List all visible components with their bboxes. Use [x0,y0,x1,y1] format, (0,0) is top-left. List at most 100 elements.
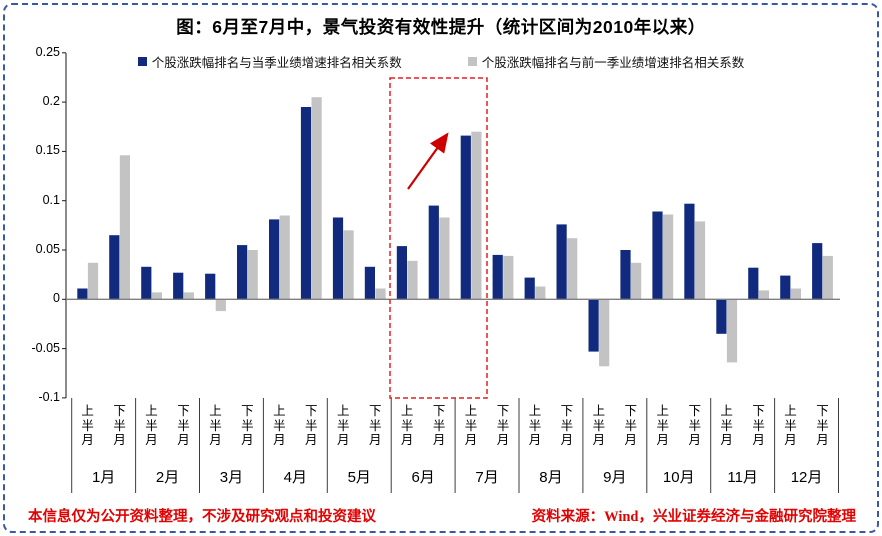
legend: 个股涨跌幅排名与当季业绩增速排名相关系数 个股涨跌幅排名与前一季业绩增速排名相关… [0,52,882,71]
bar [652,211,663,300]
bar [599,299,610,367]
bar [567,238,578,300]
bar [694,221,706,300]
half-month-label: 上半月 [273,404,286,448]
half-month-label: 上半月 [337,404,350,448]
disclaimer-text: 本信息仅为公开资料整理，不涉及研究观点和投资建议 [28,509,376,525]
bar [77,288,88,300]
half-month-label: 下半月 [816,404,829,448]
bar [780,275,791,300]
bar [311,97,322,300]
bar [343,230,354,300]
y-tick-label: 0.2 [42,94,60,109]
half-month-label: 上半月 [400,404,414,448]
month-label: 1月 [91,469,116,486]
bar [535,286,546,300]
bars-layer [77,97,833,367]
bar [471,131,482,300]
legend-label: 个股涨跌幅排名与前一季业绩增速排名相关系数 [481,56,745,70]
bar [790,288,801,300]
bar [151,292,162,300]
bar [503,255,514,300]
legend-item-current-quarter: 个股涨跌幅排名与当季业绩增速排名相关系数 [137,52,402,71]
month-label: 4月 [283,469,308,486]
bar [758,290,769,300]
axis-layer [62,52,840,493]
bar [439,217,450,300]
month-label: 7月 [475,469,499,486]
y-tick-label: 0.05 [35,242,60,256]
bar [87,262,99,300]
bar [119,155,130,300]
trend-arrow [407,132,449,190]
legend-item-previous-quarter: 个股涨跌幅排名与前一季业绩增速排名相关系数 [467,52,745,71]
y-tick-label: 0.25 [35,44,60,59]
bar [428,205,439,300]
footer: 本信息仅为公开资料整理，不涉及研究观点和投资建议 资料来源：Wind，兴业证券经… [0,505,882,526]
month-label: 6月 [411,469,435,486]
half-month-label: 上半月 [81,404,94,448]
bar [748,267,759,300]
chart-title: 图：6月至7月中，景气投资有效性提升（统计区间为2010年以来） [176,17,706,37]
half-month-label: 下半月 [305,404,318,448]
half-month-label: 上半月 [464,404,478,448]
bar [109,235,120,300]
half-month-label: 下半月 [752,404,765,448]
bar [279,215,290,300]
bar [460,135,471,300]
bar [300,107,312,300]
bar [215,299,226,312]
y-tick-label: 0.1 [42,192,60,207]
half-month-label: 上半月 [209,404,222,448]
bar [332,217,344,300]
month-label: 9月 [603,469,627,486]
bar [524,277,535,300]
bar [237,245,248,300]
half-month-label: 下半月 [241,404,254,448]
half-month-label: 下半月 [113,404,126,448]
half-month-label: 上半月 [720,404,733,448]
month-label: 10月 [662,469,695,486]
bar [684,203,695,300]
half-month-label: 上半月 [145,404,158,448]
bar [247,250,258,300]
month-label: 8月 [539,469,563,486]
month-label: 3月 [219,469,244,486]
bar [183,292,194,300]
half-month-label: 上半月 [528,404,542,448]
source-text: 资料来源：Wind，兴业证券经济与金融研究院整理 [531,509,856,525]
bar [620,250,631,300]
half-month-label: 下半月 [368,404,382,448]
half-month-label: 下半月 [432,404,446,448]
bar [716,299,727,334]
bar [205,273,216,300]
half-month-label: 下半月 [177,404,190,448]
y-tick-label: 0 [53,291,60,306]
legend-label: 个股涨跌幅排名与当季业绩增速排名相关系数 [151,56,402,70]
bar [269,219,280,300]
annotation-layer [389,77,488,399]
bar [492,254,503,300]
bar [726,299,738,363]
legend-swatch-blue [137,57,147,66]
half-month-label: 上半月 [784,404,797,448]
bar [812,243,823,300]
bar [407,260,418,300]
bar [396,246,407,300]
y-tick-label: -0.05 [31,340,61,355]
highlight-dashed-rect [389,77,488,399]
half-month-label: 下半月 [688,404,701,448]
legend-swatch-gray [467,57,477,66]
half-month-label: 下半月 [624,404,638,448]
y-tick-label: 0.15 [35,143,60,158]
half-month-label: 上半月 [656,404,670,448]
bar [556,224,567,300]
bar [631,262,642,300]
bar [588,299,599,352]
bar [141,266,152,300]
bar [663,214,674,300]
bar [173,272,184,300]
month-label: 5月 [347,469,371,486]
month-label: 2月 [155,469,180,486]
